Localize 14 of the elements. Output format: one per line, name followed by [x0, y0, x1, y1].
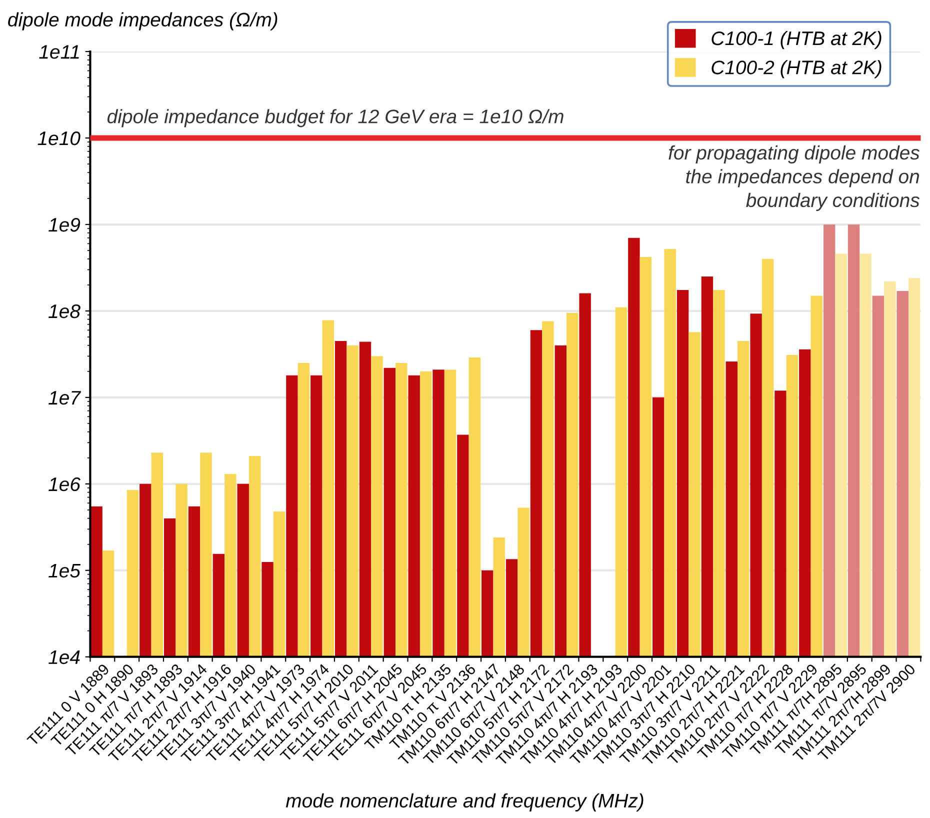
legend-label: C100-2 (HTB at 2K) [712, 60, 882, 78]
annotation: for propagating dipole modes the impedances depend on boundary conditions [668, 145, 920, 212]
y-tick-label: 1e8 [48, 304, 80, 318]
legend-label: C100-1 (HTB at 2K) [712, 30, 882, 50]
x-axis-title: mode nomenclature and frequency (MHz) [286, 793, 644, 812]
y-tick-label: 1e6 [48, 477, 80, 492]
y-tick-label: 1e5 [48, 564, 81, 578]
y-tick-label: 1e11 [39, 45, 79, 59]
y-tick-label: 1e4 [48, 650, 80, 664]
annotation: dipole impedance budget for 12 GeV era = 1e10 Ω/m [107, 109, 564, 128]
y-axis-title: dipole mode impedances (Ω/m) [8, 12, 278, 30]
y-tick-label: 1e10 [38, 131, 80, 146]
y-tick-label: 1e7 [48, 391, 82, 405]
y-tick-label: 1e9 [48, 218, 80, 232]
